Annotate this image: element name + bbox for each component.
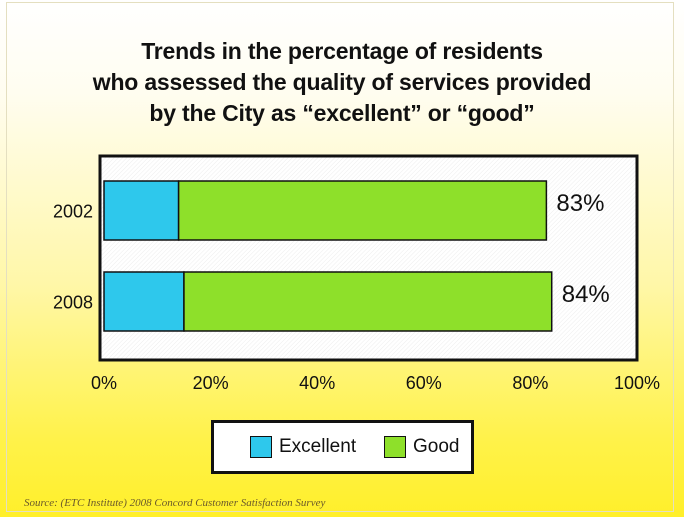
x-tick-label-100: 100%: [614, 373, 660, 393]
legend-item-excellent: Excellent: [250, 435, 356, 459]
chart-title-line-2: who assessed the quality of services pro…: [92, 69, 592, 95]
chart-frame: [6, 2, 674, 512]
legend-swatch-good: [384, 436, 406, 458]
chart-title: Trends in the percentage of residents wh…: [0, 36, 684, 129]
total-label-2008: 84%: [562, 281, 610, 308]
x-tick-label-80: 80%: [512, 373, 548, 393]
bar-good-2002: [177, 180, 548, 241]
legend-item-good: Good: [384, 435, 459, 459]
x-tick-label-60: 60%: [406, 373, 442, 393]
x-tick-label-40: 40%: [299, 373, 335, 393]
x-tick-label-0: 0%: [91, 373, 117, 393]
total-label-2002: 83%: [556, 190, 604, 217]
legend: Excellent Good: [211, 420, 474, 474]
legend-label-good: Good: [413, 436, 460, 457]
category-label-2008: 2008: [53, 293, 93, 313]
chart-title-line-1: Trends in the percentage of residents: [141, 38, 543, 64]
source-note: Source: (ETC Institute) 2008 Concord Cus…: [24, 497, 326, 509]
legend-label-excellent: Excellent: [279, 436, 357, 457]
bar-excellent-2008: [103, 271, 185, 332]
bar-good-2008: [183, 271, 553, 332]
category-label-2002: 2002: [53, 202, 93, 222]
legend-swatch-excellent: [250, 436, 272, 458]
chart-title-line-3: by the City as “excellent” or “good”: [149, 100, 535, 126]
x-tick-label-20: 20%: [193, 373, 229, 393]
bar-excellent-2002: [103, 180, 180, 241]
